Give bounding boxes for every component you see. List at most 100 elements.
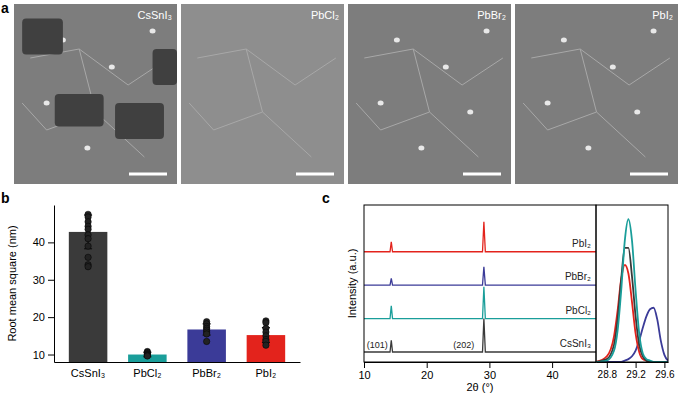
- grain-boundary: [462, 58, 503, 85]
- tick: PbI₂: [256, 362, 277, 379]
- image-background: [181, 4, 344, 184]
- tick: PbBr₂: [192, 362, 221, 379]
- bar: [187, 329, 226, 362]
- tick-mark: [48, 355, 54, 356]
- x-axis: 28.8 29.2 29.6: [597, 362, 676, 380]
- tick-label: 20: [421, 369, 433, 381]
- tick-label: 29.6: [655, 369, 675, 380]
- plot-frame: [596, 205, 668, 362]
- data-point: [85, 235, 91, 241]
- tick: 29.2: [626, 362, 646, 380]
- line: [596, 248, 668, 362]
- tick: 20: [33, 311, 54, 323]
- image-background: [14, 4, 177, 184]
- line: [364, 267, 596, 285]
- tick-label: PbBr₂: [192, 367, 221, 379]
- image-label: PbCl₂: [311, 9, 339, 21]
- plot-area: [596, 219, 668, 362]
- grain-boundary: [523, 103, 547, 130]
- series-label: PbBr₂: [565, 271, 591, 282]
- tick-mark: [607, 362, 608, 368]
- pinhole: [22, 18, 63, 54]
- grain-boundary: [629, 58, 670, 85]
- tick-label: 29.2: [626, 369, 646, 380]
- grain-boundary: [413, 49, 429, 112]
- grain-boundary: [246, 49, 262, 112]
- tick-mark: [427, 362, 428, 368]
- panel-label: b: [1, 190, 10, 206]
- line: [364, 287, 596, 319]
- grain-boundary: [580, 49, 596, 112]
- grain-boundary: [79, 49, 128, 85]
- data-point: [203, 338, 209, 344]
- tick: 20: [421, 362, 433, 381]
- line: [596, 219, 668, 362]
- image-background: [348, 4, 511, 184]
- bar: [69, 232, 108, 362]
- error-bar: [84, 215, 92, 249]
- tick-mark: [489, 362, 490, 368]
- tick-mark: [636, 362, 637, 368]
- tick: 10: [33, 349, 54, 361]
- tick-mark: [48, 242, 54, 243]
- tick-label: CsSnI₃: [71, 367, 105, 379]
- tick-label: 20: [33, 311, 45, 323]
- tick: PbCl₂: [133, 362, 161, 379]
- tick: 30: [33, 274, 54, 286]
- tick-label: 30: [484, 369, 496, 381]
- particle: [84, 146, 90, 151]
- axis-line: [365, 362, 597, 363]
- grain-boundary: [364, 49, 413, 58]
- series-label: PbCl₂: [565, 305, 591, 316]
- particle: [610, 65, 616, 70]
- grain-boundary: [381, 112, 430, 130]
- plot-area: [69, 211, 285, 362]
- grain-boundary: [263, 112, 312, 157]
- image-label: PbI₂: [652, 9, 673, 21]
- scale-bar: [630, 173, 668, 176]
- tick-label: 40: [33, 236, 45, 248]
- grain-boundary: [413, 49, 462, 85]
- particle: [109, 65, 115, 70]
- y-axis-title: Intensity (a.u.): [346, 249, 358, 319]
- tick: 40: [546, 362, 558, 381]
- tick: 30: [484, 362, 496, 381]
- plot-frame: [364, 205, 596, 362]
- image-label: PbBr₂: [477, 9, 506, 21]
- x-axis: 10 20 30 40: [358, 362, 596, 381]
- y-axis: 10 20 30 40: [33, 206, 55, 363]
- annotation: (202): [453, 340, 474, 350]
- scale-bar: [129, 173, 167, 176]
- sem-image: PbI₂: [515, 4, 678, 184]
- grain-boundary: [548, 112, 597, 130]
- particle: [561, 38, 567, 43]
- particle: [150, 29, 156, 34]
- grain-boundary: [197, 49, 246, 58]
- particle: [378, 101, 384, 106]
- data-point: [203, 331, 209, 337]
- tick-label: 30: [33, 274, 45, 286]
- grain-boundary: [22, 103, 46, 130]
- particle: [443, 65, 449, 70]
- particle: [467, 110, 473, 115]
- tick-label: 10: [358, 369, 370, 381]
- line: [596, 308, 668, 362]
- tick-label: 10: [33, 349, 45, 361]
- scale-bar: [463, 173, 501, 176]
- particle: [545, 101, 551, 106]
- particle: [44, 101, 50, 106]
- tick-label: PbI₂: [256, 367, 277, 379]
- tick-mark: [552, 362, 553, 368]
- tick-mark: [48, 317, 54, 318]
- tick: 40: [33, 236, 54, 248]
- data-point: [85, 263, 91, 269]
- grain-boundary: [580, 49, 629, 85]
- particle: [634, 110, 640, 115]
- tick-label: 28.8: [598, 369, 618, 380]
- grain-boundary: [597, 112, 646, 157]
- y-axis-title: Root mean square (nm): [6, 225, 18, 341]
- tick-mark: [48, 280, 54, 281]
- particle: [418, 146, 424, 151]
- particle: [394, 38, 400, 43]
- axis-line: [55, 362, 301, 363]
